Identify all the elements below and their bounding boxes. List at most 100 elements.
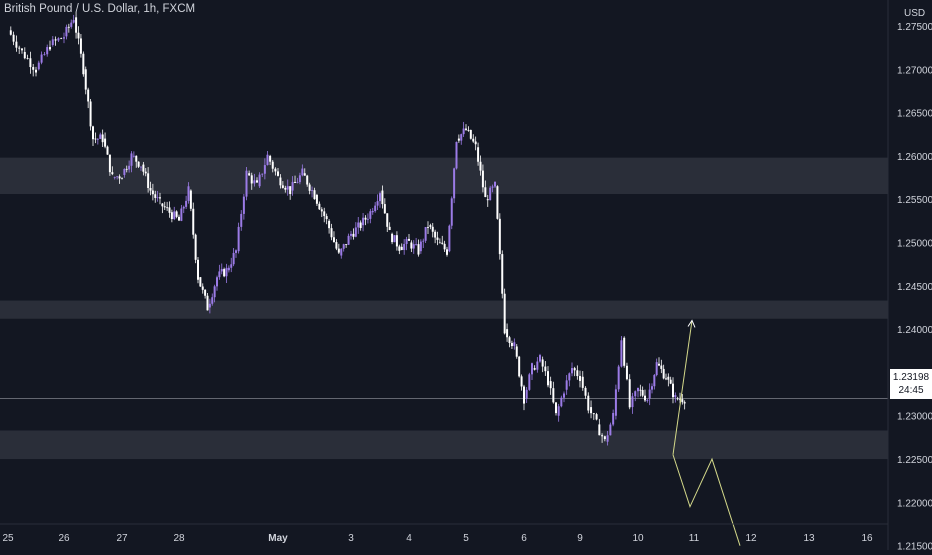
candle-body xyxy=(104,138,107,147)
candle-body xyxy=(683,402,686,404)
candle-body xyxy=(173,211,176,220)
candle-body xyxy=(256,180,258,183)
candle-body xyxy=(469,129,472,139)
candle-body xyxy=(315,194,318,204)
candle-body xyxy=(82,53,85,75)
candle-body xyxy=(472,138,475,142)
candle-body xyxy=(508,337,511,343)
candle-body xyxy=(274,168,277,172)
candle-body xyxy=(154,194,157,198)
zone-2 xyxy=(0,300,888,319)
candle-body xyxy=(520,376,523,387)
candle-body xyxy=(92,126,94,140)
last-price-tag: 1.23198 24:45 xyxy=(890,369,932,399)
candle-body xyxy=(175,211,178,217)
candle-body xyxy=(369,211,372,219)
candle-body xyxy=(220,269,223,272)
candle-body xyxy=(101,134,104,143)
candle-body xyxy=(135,155,138,162)
candle-body xyxy=(12,34,15,42)
candle-body xyxy=(75,17,78,33)
candle-body xyxy=(386,213,389,227)
candles-layer xyxy=(9,12,686,446)
candle-body xyxy=(665,378,667,380)
price-tick-label: 1.21500 xyxy=(897,542,932,550)
candle-body xyxy=(525,389,528,399)
chart-title: British Pound / U.S. Dollar, 1h, FXCM xyxy=(4,3,196,15)
candle-body xyxy=(434,231,437,238)
candle-body xyxy=(298,175,301,183)
candle-body xyxy=(474,141,477,145)
candle-body xyxy=(669,379,672,384)
candle-body xyxy=(281,185,284,188)
candle-body xyxy=(178,216,180,221)
candle-body xyxy=(96,138,99,140)
candle-body xyxy=(250,175,253,184)
projection-up-line xyxy=(672,320,693,455)
candle-body xyxy=(410,242,413,249)
price-tick-label: 1.26000 xyxy=(897,152,932,163)
candle-body xyxy=(383,204,386,214)
candle-body xyxy=(99,134,102,139)
candle-body xyxy=(398,246,401,251)
candle-body xyxy=(415,244,418,245)
candle-body xyxy=(180,208,183,221)
time-tick-label: 6 xyxy=(521,533,527,544)
candle-body xyxy=(486,199,489,201)
candle-body xyxy=(311,190,314,192)
candle-body xyxy=(676,398,679,400)
candle-body xyxy=(557,406,560,416)
candle-body xyxy=(277,171,279,176)
candle-body xyxy=(194,234,197,260)
candle-body xyxy=(536,361,539,370)
candle-body xyxy=(269,155,272,162)
candle-body xyxy=(303,173,306,176)
candle-body xyxy=(204,289,207,296)
candle-body xyxy=(379,193,381,202)
candle-body xyxy=(213,286,216,298)
candle-body xyxy=(248,173,251,176)
candle-body xyxy=(641,390,644,396)
candle-body xyxy=(573,368,576,371)
candle-body xyxy=(371,211,374,213)
time-tick-label: 27 xyxy=(116,533,128,544)
time-tick-label: 10 xyxy=(632,533,644,544)
candle-body xyxy=(429,225,432,227)
candle-body xyxy=(438,242,441,244)
candle-body xyxy=(189,190,192,209)
candle-body xyxy=(614,389,617,416)
time-tick-label: 5 xyxy=(463,533,469,544)
candle-body xyxy=(354,227,357,237)
candle-body xyxy=(681,399,684,403)
price-tick-label: 1.26500 xyxy=(897,109,932,120)
candle-body xyxy=(555,402,557,414)
candle-body xyxy=(108,154,111,173)
candle-body xyxy=(565,380,568,390)
candle-body xyxy=(453,168,456,199)
candle-body xyxy=(187,186,190,201)
candle-body xyxy=(460,134,463,141)
candle-body xyxy=(494,181,496,187)
candle-body xyxy=(46,47,49,55)
candle-body xyxy=(568,373,571,381)
candle-body xyxy=(168,207,171,213)
candle-body xyxy=(225,267,228,277)
candle-body xyxy=(313,190,316,200)
candle-body xyxy=(151,190,154,195)
candle-body xyxy=(417,244,420,255)
candle-body xyxy=(29,58,32,68)
candle-body xyxy=(560,397,563,407)
candle-body xyxy=(603,436,606,440)
candle-body xyxy=(366,218,369,220)
candle-body xyxy=(337,248,340,253)
time-tick-label: 26 xyxy=(58,533,70,544)
candle-body xyxy=(9,30,12,35)
candle-body xyxy=(237,226,240,252)
candle-body xyxy=(94,138,97,140)
candle-body xyxy=(590,407,593,414)
candle-body xyxy=(391,233,394,243)
candle-body xyxy=(489,187,492,201)
candle-body xyxy=(197,259,199,280)
